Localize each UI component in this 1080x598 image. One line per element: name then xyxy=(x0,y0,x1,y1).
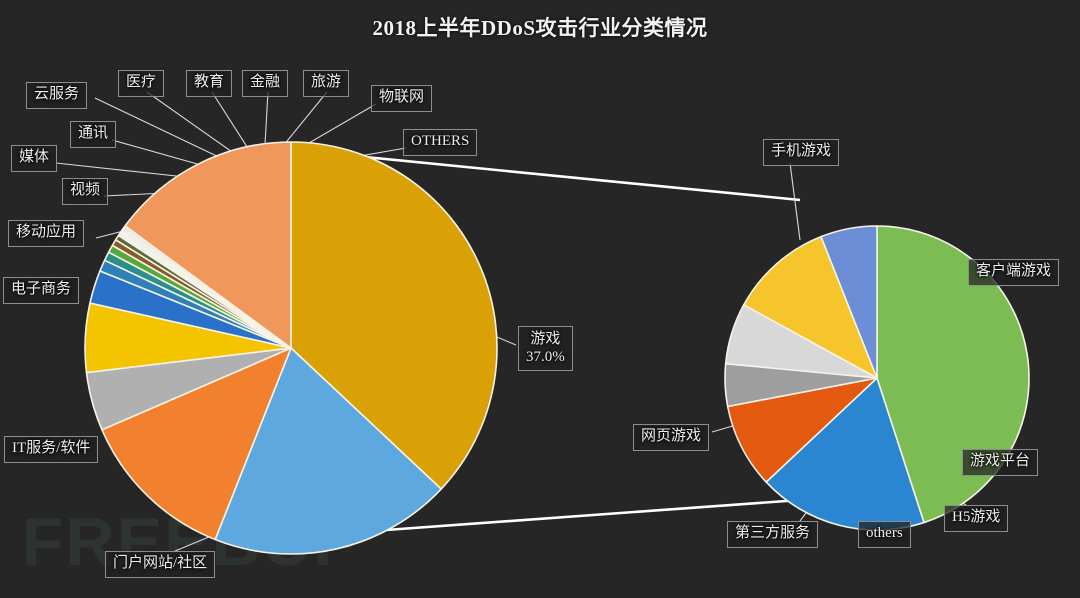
callout-video: 视频 xyxy=(62,178,109,205)
leader-mobile-games xyxy=(789,162,801,241)
callout-third-party: 第三方服务 xyxy=(727,521,819,548)
callout-label: 旅游 xyxy=(311,74,342,90)
callout-others-games: others xyxy=(858,521,911,548)
callout-label: 医疗 xyxy=(126,74,157,90)
callout-mobile-app: 移动应用 xyxy=(8,220,85,247)
callout-others: OTHERS xyxy=(403,129,478,156)
callout-cloud-service: 云服务 xyxy=(26,82,88,109)
callout-label: OTHERS xyxy=(411,133,470,149)
callout-portal-community: 门户网站/社区 xyxy=(105,551,216,578)
callout-game-platform: 游戏平台 xyxy=(962,449,1039,476)
callout-e-commerce: 电子商务 xyxy=(3,277,80,304)
callout-travel: 旅游 xyxy=(303,70,350,97)
callout-label: 第三方服务 xyxy=(735,525,811,541)
pie-slice xyxy=(820,225,878,379)
callout-label: 网页游戏 xyxy=(641,428,702,444)
callout-label: 媒体 xyxy=(19,149,50,165)
callout-percent: 37.0% xyxy=(526,349,565,365)
pie-slice xyxy=(743,235,878,379)
pie-slice xyxy=(726,377,878,483)
callout-games: 游戏 37.0% xyxy=(518,326,573,371)
callout-h5-games: H5游戏 xyxy=(944,505,1009,532)
callout-label: 电子商务 xyxy=(11,281,72,297)
callout-label: 手机游戏 xyxy=(771,143,832,159)
callout-client-games: 客户端游戏 xyxy=(968,259,1060,286)
pie-slice xyxy=(214,347,442,555)
callout-label: H5游戏 xyxy=(952,509,1001,525)
callout-label: 移动应用 xyxy=(16,224,77,240)
callout-label: 教育 xyxy=(194,74,225,90)
pie-slice xyxy=(290,141,498,490)
pie-connector-lines xyxy=(293,148,801,532)
callout-web-games: 网页游戏 xyxy=(633,424,710,451)
page-title: 2018上半年DDoS攻击行业分类情况 xyxy=(372,16,708,40)
callout-mobile-games: 手机游戏 xyxy=(763,139,840,166)
callout-label: 云服务 xyxy=(34,86,80,102)
callout-label: 客户端游戏 xyxy=(976,263,1052,279)
callout-iot: 物联网 xyxy=(371,85,433,112)
callout-label: 视频 xyxy=(70,182,101,198)
callout-label: IT服务/软件 xyxy=(12,440,91,456)
callout-label: 游戏 xyxy=(530,331,561,347)
explode-connector-bottom xyxy=(385,498,801,532)
callout-label: others xyxy=(866,525,903,541)
industry-pie-slices xyxy=(84,141,498,555)
callout-label: 门户网站/社区 xyxy=(113,555,208,571)
pie-slice xyxy=(101,347,292,541)
callout-label: 金融 xyxy=(250,74,281,90)
pie-slice xyxy=(876,225,1030,524)
callout-label: 通讯 xyxy=(78,125,109,141)
callout-media: 媒体 xyxy=(11,145,58,172)
game-detail-pie-slices xyxy=(724,225,1030,531)
callout-communication: 通讯 xyxy=(70,121,117,148)
callout-label: 物联网 xyxy=(379,89,425,105)
callout-medical: 医疗 xyxy=(118,70,165,97)
callout-it-software: IT服务/软件 xyxy=(4,436,99,463)
callout-education: 教育 xyxy=(186,70,233,97)
explode-connector-top xyxy=(293,148,801,202)
callout-label: 游戏平台 xyxy=(970,453,1031,469)
callout-finance: 金融 xyxy=(242,70,289,97)
pie-slice xyxy=(124,141,292,349)
